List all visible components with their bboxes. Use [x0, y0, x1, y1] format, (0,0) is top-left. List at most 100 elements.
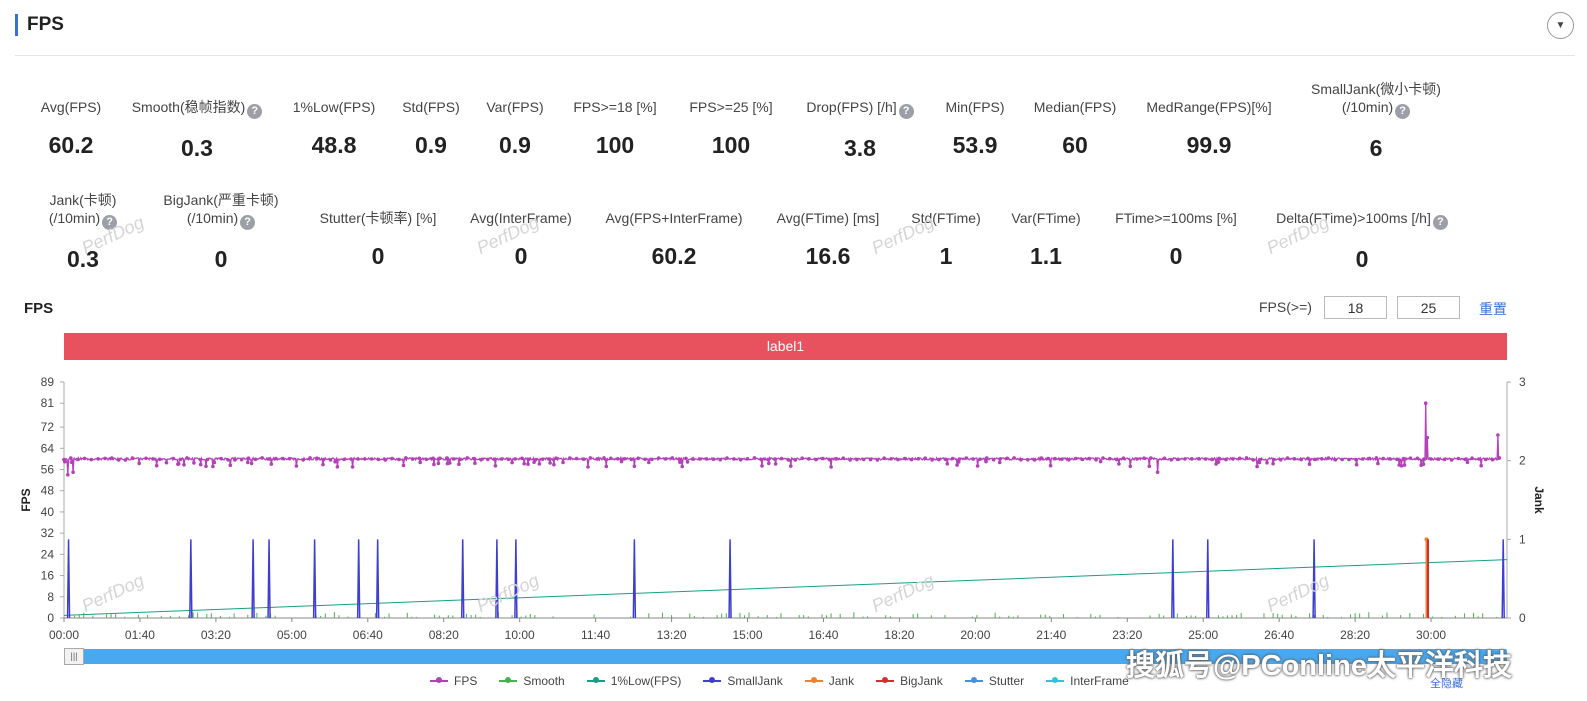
legend-item[interactable]: 1%Low(FPS) — [586, 672, 681, 690]
series-fps-point — [586, 465, 590, 469]
series-fps-point — [670, 456, 675, 460]
x-tick-label: 15:00 — [733, 628, 763, 642]
help-icon[interactable]: ? — [898, 104, 914, 119]
series-fps-point — [69, 456, 73, 460]
metric-label-unit: (/10min)? — [111, 209, 331, 230]
x-tick-label: 03:20 — [201, 628, 231, 642]
source-watermark: 搜狐号@PConline太平洋科技 — [1126, 650, 1512, 682]
metric-value: 0.3 — [181, 135, 213, 161]
series-fps-point — [249, 461, 254, 466]
metric-value: 48.8 — [311, 132, 357, 158]
series-smalljank-spike — [514, 539, 518, 619]
series-fps-point — [789, 464, 793, 468]
series-fps-point — [1395, 457, 1399, 462]
series-fps-point — [445, 456, 449, 460]
legend-label: InterFrame — [1070, 674, 1129, 688]
series-fps-point — [930, 458, 934, 462]
series-fps-point — [902, 456, 907, 461]
series-fps-point — [1203, 457, 1208, 461]
series-fps-line — [63, 403, 1501, 475]
series-fps-point — [1425, 435, 1430, 440]
metric-label: Smooth(稳帧指数) — [131, 99, 246, 115]
legend-item[interactable]: InterFrame — [1046, 672, 1129, 690]
x-tick-label: 26:40 — [1264, 628, 1294, 642]
metric-label: FTime>=100ms [%] — [1115, 210, 1237, 226]
series-smalljank-spike — [1171, 539, 1175, 619]
scrollbar-handle[interactable]: ||| — [64, 648, 84, 665]
series-fps-point — [680, 464, 684, 469]
series-fps-point — [923, 456, 927, 460]
series-fps-point — [554, 456, 558, 460]
metric-label: Drop(FPS) [/h] — [806, 99, 897, 115]
series-fps-point — [766, 457, 770, 462]
series-fps-point — [950, 456, 955, 461]
series-fps-point — [684, 456, 688, 461]
metric-label: Delta(FTime)>100ms [/h] — [1276, 210, 1431, 226]
legend-label: Jank — [828, 674, 855, 688]
legend-swatch — [876, 677, 895, 683]
metric-label: Avg(FTime) [ms] — [776, 210, 880, 226]
series-fps-point — [767, 461, 771, 466]
series-fps-point — [1374, 456, 1379, 460]
series-fps-point — [773, 457, 777, 461]
series-fps-point — [1278, 458, 1283, 462]
series-fps-point — [182, 463, 186, 467]
help-icon[interactable]: ? — [240, 215, 256, 230]
help-icon[interactable]: ? — [1395, 104, 1411, 119]
legend-item[interactable]: Smooth — [499, 672, 565, 690]
series-fps-point — [1142, 456, 1146, 460]
chevron-down-icon[interactable]: ▼ — [1547, 12, 1574, 39]
help-icon[interactable]: ? — [247, 104, 263, 119]
legend-item[interactable]: BigJank — [876, 672, 943, 690]
legend-item[interactable]: Jank — [804, 672, 855, 690]
series-fps-point — [841, 456, 845, 460]
metric-label: Avg(InterFrame) — [470, 210, 572, 226]
series-fps-point — [401, 463, 406, 468]
series-fps-point — [595, 457, 599, 461]
series-fps-point — [619, 459, 624, 464]
series-fps-point — [1169, 458, 1174, 462]
series-fps-point — [151, 457, 155, 461]
hide-all-button[interactable]: 全隐藏 — [1430, 678, 1463, 690]
help-icon[interactable]: ? — [1432, 215, 1448, 230]
timeline-scrollbar[interactable]: ||| — [64, 648, 1507, 665]
series-fps-point — [280, 456, 285, 461]
legend-item[interactable]: FPS — [430, 672, 477, 690]
metric-label: Var(FPS) — [486, 99, 544, 115]
series-fps-point — [1255, 464, 1259, 469]
series-fps-point — [1490, 457, 1495, 462]
metric-metrics_row1-4: Var(FPS) 0.9 — [405, 98, 625, 159]
series-smalljank-spike — [66, 539, 71, 619]
series-fps-point — [1196, 457, 1201, 461]
series-fps-point — [424, 457, 429, 462]
series-fps-point — [1053, 456, 1057, 461]
help-icon[interactable]: ? — [102, 215, 118, 230]
series-fps-point — [537, 462, 542, 466]
series-fps-point — [1237, 456, 1242, 461]
series-fps-point — [451, 457, 456, 461]
x-tick-label: 20:00 — [960, 628, 990, 642]
series-fps-point — [71, 470, 75, 474]
series-fps-point — [1046, 456, 1051, 461]
metric-label: Jank(卡顿) — [49, 192, 117, 208]
threshold-input-2[interactable] — [1397, 296, 1460, 319]
series-fps-point — [568, 456, 572, 460]
metric-value: 0.9 — [499, 132, 531, 158]
label-band[interactable]: label1 — [64, 333, 1507, 360]
series-fps-point — [622, 457, 627, 461]
legend-item[interactable]: Stutter — [964, 672, 1024, 690]
fps-chart[interactable]: 0 8 16 24 32 40 48 56 64 72 81 89 0 1 2 3 FPS Jank 00:00 01… — [0, 370, 1587, 645]
series-fps-point — [718, 457, 722, 462]
y-tick-label: 56 — [41, 463, 55, 477]
series-fps-point — [369, 457, 374, 461]
threshold-input-1[interactable] — [1324, 296, 1387, 319]
series-fps-point — [1108, 456, 1112, 461]
series-fps-point — [829, 465, 833, 469]
legend-item[interactable]: SmallJank — [703, 672, 783, 690]
metric-value: 3.8 — [844, 135, 876, 161]
series-fps-point — [1060, 457, 1064, 461]
series-fps-point — [945, 462, 950, 466]
metric-metrics_row1-1: Smooth(稳帧指数)? 0.3 — [87, 98, 307, 162]
reset-button[interactable]: 重置 — [1479, 301, 1507, 317]
legend-swatch — [1046, 677, 1065, 683]
